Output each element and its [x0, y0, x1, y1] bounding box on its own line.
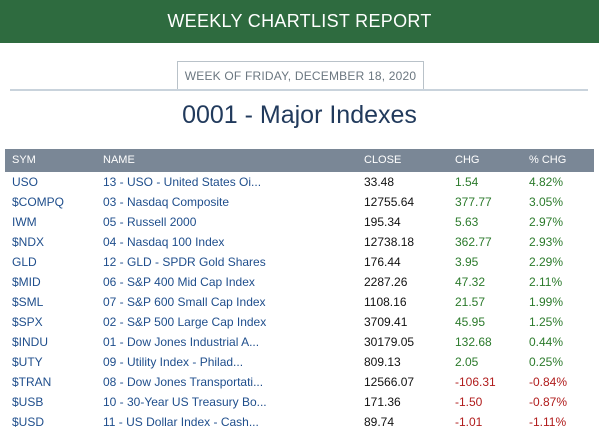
- close-value: 12738.18: [364, 235, 415, 249]
- divider: [10, 89, 588, 91]
- change-value: -1.50: [455, 395, 483, 409]
- table-row[interactable]: USO 13 - USO - United States Oi... 33.48 1.…: [5, 172, 594, 192]
- name-link[interactable]: 01 - Dow Jones Industrial A...: [103, 335, 260, 349]
- table-row[interactable]: $TRAN 08 - Dow Jones Transportati... 12566…: [5, 372, 594, 392]
- symbol-link[interactable]: $INDU: [12, 335, 49, 349]
- close-value: 89.74: [364, 415, 395, 429]
- symbol-link[interactable]: $MID: [12, 275, 41, 289]
- page-title: 0001 - Major Indexes: [182, 101, 417, 129]
- name-link[interactable]: 07 - S&P 600 Small Cap Index: [103, 295, 266, 309]
- column-header-sym[interactable]: SYM: [12, 154, 36, 166]
- percent-change-value: -1.11%: [529, 415, 567, 429]
- percent-change-value: -0.87%: [529, 395, 568, 409]
- table-row[interactable]: $UTY 09 - Utility Index - Philad... 809.13…: [5, 352, 594, 372]
- percent-change-value: 3.05%: [529, 195, 564, 209]
- column-header-chg[interactable]: CHG: [455, 154, 480, 166]
- close-value: 33.48: [364, 175, 395, 189]
- name-link[interactable]: 10 - 30-Year US Treasury Bo...: [103, 395, 267, 409]
- week-label-box: WEEK OF FRIDAY, DECEMBER 18, 2020: [177, 61, 424, 91]
- change-value: 1.54: [455, 175, 479, 189]
- name-link[interactable]: 04 - Nasdaq 100 Index: [103, 235, 225, 249]
- percent-change-value: 2.97%: [529, 215, 564, 229]
- percent-change-value: 1.25%: [529, 315, 564, 329]
- report-banner: WEEKLY CHARTLIST REPORT: [0, 0, 599, 43]
- percent-change-value: 2.11%: [529, 275, 563, 289]
- close-value: 171.36: [364, 395, 401, 409]
- column-header-pct-chg[interactable]: % CHG: [529, 154, 567, 166]
- change-value: 47.32: [455, 275, 486, 289]
- table-row[interactable]: GLD 12 - GLD - SPDR Gold Shares 176.44 3.95…: [5, 252, 594, 272]
- close-value: 30179.05: [364, 335, 415, 349]
- close-value: 176.44: [364, 255, 401, 269]
- indexes-table: SYM NAME CLOSE CHG % CHG USO 13 - USO - U…: [5, 149, 594, 437]
- symbol-link[interactable]: $UTY: [12, 355, 43, 369]
- symbol-link[interactable]: $SPX: [12, 315, 43, 329]
- percent-change-value: -0.84%: [529, 375, 568, 389]
- percent-change-value: 0.25%: [529, 355, 564, 369]
- close-value: 3709.41: [364, 315, 408, 329]
- symbol-link[interactable]: $SML: [12, 295, 44, 309]
- close-value: 2287.26: [364, 275, 408, 289]
- column-header-name[interactable]: NAME: [103, 154, 135, 166]
- table-row[interactable]: $SPX 02 - S&P 500 Large Cap Index 3709.41 4…: [5, 312, 594, 332]
- name-link[interactable]: 13 - USO - United States Oi...: [103, 175, 262, 189]
- change-value: 45.95: [455, 315, 486, 329]
- table-row[interactable]: $SML 07 - S&P 600 Small Cap Index 1108.16 2…: [5, 292, 594, 312]
- change-value: 5.63: [455, 215, 479, 229]
- table-row[interactable]: IWM 05 - Russell 2000 195.34 5.63 2.97%: [5, 212, 594, 232]
- table-row[interactable]: $USD 11 - US Dollar Index - Cash... 89.74 -…: [5, 412, 594, 432]
- symbol-link[interactable]: $NDX: [12, 235, 45, 249]
- change-value: 3.95: [455, 255, 479, 269]
- table-header: SYM NAME CLOSE CHG % CHG: [5, 149, 594, 172]
- table-row[interactable]: $NDX 04 - Nasdaq 100 Index 12738.18 362.77 2…: [5, 232, 594, 252]
- name-link[interactable]: 02 - S&P 500 Large Cap Index: [103, 315, 267, 329]
- table-row[interactable]: $USB 10 - 30-Year US Treasury Bo... 171.36…: [5, 392, 594, 412]
- close-value: 1108.16: [364, 295, 407, 309]
- close-value: 12566.07: [364, 375, 415, 389]
- table-row[interactable]: $MID 06 - S&P 400 Mid Cap Index 2287.26 47.…: [5, 272, 594, 292]
- name-link[interactable]: 08 - Dow Jones Transportati...: [103, 375, 264, 389]
- week-label: WEEK OF FRIDAY, DECEMBER 18, 2020: [184, 69, 417, 83]
- close-value: 12755.64: [364, 195, 415, 209]
- name-link[interactable]: 11 - US Dollar Index - Cash...: [103, 415, 259, 429]
- report-title: WEEKLY CHARTLIST REPORT: [167, 11, 432, 31]
- change-value: 21.57: [455, 295, 486, 309]
- symbol-link[interactable]: IWM: [12, 215, 37, 229]
- symbol-link[interactable]: GLD: [12, 255, 37, 269]
- percent-change-value: 4.82%: [529, 175, 564, 189]
- name-link[interactable]: 12 - GLD - SPDR Gold Shares: [103, 255, 266, 269]
- change-value: -1.01: [455, 415, 483, 429]
- table-row[interactable]: $INDU 01 - Dow Jones Industrial A... 30179…: [5, 332, 594, 352]
- change-value: -106.31: [455, 375, 496, 389]
- name-link[interactable]: 06 - S&P 400 Mid Cap Index: [103, 275, 255, 289]
- change-value: 2.05: [455, 355, 479, 369]
- close-value: 195.34: [364, 215, 401, 229]
- change-value: 132.68: [455, 335, 492, 349]
- percent-change-value: 2.29%: [529, 255, 564, 269]
- name-link[interactable]: 05 - Russell 2000: [103, 215, 197, 229]
- symbol-link[interactable]: $USD: [12, 415, 45, 429]
- table-body: USO 13 - USO - United States Oi... 33.48 1.…: [5, 172, 594, 432]
- percent-change-value: 1.99%: [529, 295, 564, 309]
- change-value: 377.77: [455, 195, 492, 209]
- symbol-link[interactable]: USO: [12, 175, 39, 189]
- name-link[interactable]: 03 - Nasdaq Composite: [103, 195, 230, 209]
- table-row[interactable]: $COMPQ 03 - Nasdaq Composite 12755.64 377.7…: [5, 192, 594, 212]
- percent-change-value: 0.44%: [529, 335, 564, 349]
- symbol-link[interactable]: $COMPQ: [12, 195, 65, 209]
- percent-change-value: 2.93%: [529, 235, 564, 249]
- symbol-link[interactable]: $USB: [12, 395, 44, 409]
- symbol-link[interactable]: $TRAN: [12, 375, 52, 389]
- column-header-close[interactable]: CLOSE: [364, 154, 402, 166]
- change-value: 362.77: [455, 235, 492, 249]
- close-value: 809.13: [364, 355, 401, 369]
- name-link[interactable]: 09 - Utility Index - Philad...: [103, 355, 244, 369]
